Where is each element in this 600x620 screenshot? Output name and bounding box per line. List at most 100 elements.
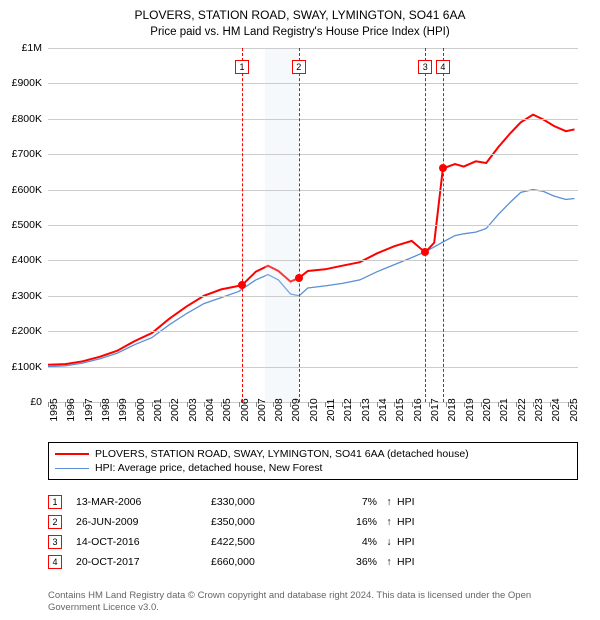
gridline (48, 154, 578, 155)
legend-swatch (55, 453, 89, 455)
xtick-label: 2006 (239, 398, 251, 421)
ytick-label: £500K (12, 219, 42, 231)
sales-hpi-label: HPI (397, 496, 578, 508)
ytick-label: £0 (30, 396, 42, 408)
xtick-label: 2009 (290, 398, 302, 421)
chart-container: PLOVERS, STATION ROAD, SWAY, LYMINGTON, … (0, 0, 600, 620)
arrow-icon: ↑ (381, 516, 397, 528)
legend-swatch (55, 468, 89, 469)
gridline (48, 367, 578, 368)
sale-marker: 2 (292, 60, 306, 74)
xtick-label: 2025 (568, 398, 580, 421)
xtick-label: 2019 (464, 398, 476, 421)
xtick-label: 2003 (187, 398, 199, 421)
sale-dot (295, 274, 303, 282)
sales-row: 420-OCT-2017£660,00036%↑HPI (48, 552, 578, 572)
xtick-label: 2002 (169, 398, 181, 421)
sales-price: £660,000 (211, 556, 321, 568)
xtick-label: 2011 (325, 399, 337, 422)
xtick-label: 2008 (273, 398, 285, 421)
gridline (48, 119, 578, 120)
xtick-label: 1997 (83, 398, 95, 421)
sales-row-marker: 1 (48, 495, 62, 509)
xtick-label: 2020 (481, 398, 493, 421)
sales-row: 3 14-OCT-2016£422,5004%↓HPI (48, 532, 578, 552)
xtick-label: 2013 (360, 398, 372, 421)
sales-date: 20-OCT-2017 (76, 556, 211, 568)
xtick-label: 1998 (100, 398, 112, 421)
series-property (48, 115, 575, 365)
ytick-label: £400K (12, 254, 42, 266)
sale-dot (238, 281, 246, 289)
legend-row: PLOVERS, STATION ROAD, SWAY, LYMINGTON, … (55, 447, 571, 461)
xtick-label: 2022 (516, 398, 528, 421)
sale-marker: 3 (418, 60, 432, 74)
sales-diff: 16% (321, 516, 381, 528)
sales-date: 13-MAR-2006 (76, 496, 211, 508)
sale-vline (425, 48, 426, 402)
sales-diff: 7% (321, 496, 381, 508)
sales-date: 14-OCT-2016 (76, 536, 211, 548)
arrow-icon: ↑ (381, 496, 397, 508)
legend-label: HPI: Average price, detached house, New … (95, 462, 322, 474)
legend-label: PLOVERS, STATION ROAD, SWAY, LYMINGTON, … (95, 448, 469, 460)
sales-table: 113-MAR-2006£330,0007%↑HPI226-JUN-2009£3… (48, 492, 578, 572)
sales-diff: 4% (321, 536, 381, 548)
arrow-icon: ↑ (381, 556, 397, 568)
xtick-label: 2021 (498, 398, 510, 421)
ytick-label: £600K (12, 184, 42, 196)
sales-price: £422,500 (211, 536, 321, 548)
xtick-label: 2024 (550, 398, 562, 421)
sale-marker: 1 (235, 60, 249, 74)
sale-marker: 4 (436, 60, 450, 74)
gridline (48, 190, 578, 191)
sale-dot (439, 164, 447, 172)
ytick-label: £800K (12, 113, 42, 125)
ytick-label: £300K (12, 290, 42, 302)
xtick-label: 2004 (204, 398, 216, 421)
xtick-label: 2023 (533, 398, 545, 421)
gridline (48, 83, 578, 84)
chart-title: PLOVERS, STATION ROAD, SWAY, LYMINGTON, … (0, 0, 600, 24)
legend-row: HPI: Average price, detached house, New … (55, 461, 571, 475)
sales-price: £350,000 (211, 516, 321, 528)
sales-price: £330,000 (211, 496, 321, 508)
gridline (48, 331, 578, 332)
series-hpi (48, 190, 575, 367)
sale-vline (443, 48, 444, 402)
xtick-label: 2016 (412, 398, 424, 421)
sales-row-marker: 3 (48, 535, 62, 549)
sale-dot (421, 248, 429, 256)
sales-hpi-label: HPI (397, 536, 578, 548)
xtick-label: 2007 (256, 398, 268, 421)
gridline (48, 296, 578, 297)
legend: PLOVERS, STATION ROAD, SWAY, LYMINGTON, … (48, 442, 578, 480)
xtick-label: 2017 (429, 398, 441, 421)
ytick-label: £100K (12, 361, 42, 373)
xtick-label: 2005 (221, 398, 233, 421)
xtick-label: 2018 (446, 398, 458, 421)
xtick-label: 1999 (117, 398, 129, 421)
xtick-label: 1996 (65, 398, 77, 421)
xtick-label: 2012 (342, 398, 354, 421)
chart-subtitle: Price paid vs. HM Land Registry's House … (0, 24, 600, 38)
sales-hpi-label: HPI (397, 516, 578, 528)
gridline (48, 48, 578, 49)
sales-date: 26-JUN-2009 (76, 516, 211, 528)
gridline (48, 225, 578, 226)
sale-vline (299, 48, 300, 402)
xtick-label: 1995 (48, 398, 60, 421)
gridline (48, 260, 578, 261)
sales-row-marker: 4 (48, 555, 62, 569)
arrow-icon: ↓ (381, 536, 397, 548)
sales-row: 226-JUN-2009£350,00016%↑HPI (48, 512, 578, 532)
sales-row: 1 13-MAR-2006£330,0007%↑HPI (48, 492, 578, 512)
sales-diff: 36% (321, 556, 381, 568)
ytick-label: £700K (12, 148, 42, 160)
xtick-label: 2000 (135, 398, 147, 421)
ytick-label: £1M (22, 42, 42, 54)
footer-attribution: Contains HM Land Registry data © Crown c… (48, 590, 578, 614)
ytick-label: £900K (12, 77, 42, 89)
plot-area: £0£100K£200K£300K£400K£500K£600K£700K£80… (48, 48, 578, 402)
xtick-label: 2001 (152, 398, 164, 421)
